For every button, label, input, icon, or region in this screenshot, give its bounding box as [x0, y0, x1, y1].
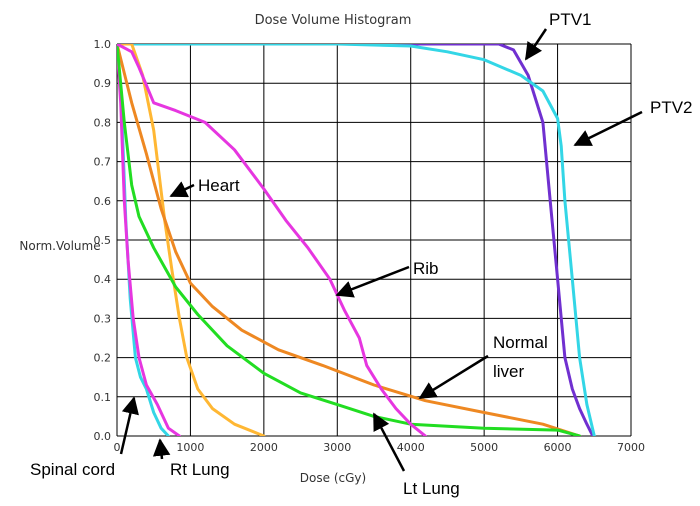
annotations: Heart Rib PTV1 PTV2 Normal liver Spinal … [30, 10, 693, 498]
y-tick-0.7: 0.7 [94, 156, 112, 169]
x-tick-4000: 4000 [397, 441, 425, 454]
label-spinal-cord: Spinal cord [30, 460, 115, 479]
y-tick-1.0: 1.0 [94, 38, 112, 51]
grid-lines [116, 43, 632, 437]
x-tick-5000: 5000 [470, 441, 498, 454]
x-tick-2000: 2000 [250, 441, 278, 454]
y-tick-0.5: 0.5 [94, 234, 112, 247]
y-tick-0.2: 0.2 [94, 352, 112, 365]
x-tick-0: 0 [114, 441, 121, 454]
arrow-spinal-cord [119, 396, 139, 455]
label-ptv2: PTV2 [650, 98, 693, 117]
arrow-rt-lung [152, 438, 171, 460]
x-tick-labels: 0 1000 2000 3000 4000 5000 6000 7000 [114, 441, 646, 454]
chart-title: Dose Volume Histogram [255, 13, 412, 28]
x-tick-6000: 6000 [544, 441, 572, 454]
arrow-normal-liver [418, 354, 489, 400]
y-tick-0.1: 0.1 [94, 391, 112, 404]
series-lt-lung [117, 44, 582, 436]
arrow-ptv2 [573, 110, 643, 147]
label-normal: Normal [493, 333, 548, 352]
y-axis-label: Norm.Volume [19, 239, 100, 253]
y-tick-0.0: 0.0 [94, 430, 112, 443]
label-rib: Rib [413, 259, 439, 278]
x-tick-7000: 7000 [617, 441, 645, 454]
arrow-rib [335, 265, 410, 298]
x-tick-1000: 1000 [176, 441, 204, 454]
y-tick-0.3: 0.3 [94, 312, 112, 325]
label-lt-lung: Lt Lung [403, 479, 460, 498]
arrow-lt-lung [372, 412, 406, 472]
y-tick-0.6: 0.6 [94, 195, 112, 208]
series-rib [117, 44, 427, 436]
series-rt-lung [117, 44, 181, 436]
x-axis-label: Dose (cGy) [300, 471, 366, 485]
series-lines [117, 44, 596, 436]
series-ptv2 [117, 44, 596, 436]
label-liver: liver [493, 362, 525, 381]
arrow-heart [169, 181, 195, 198]
x-tick-3000: 3000 [323, 441, 351, 454]
series-normal-liver [117, 44, 582, 436]
series-ptv1 [117, 44, 595, 436]
y-tick-0.4: 0.4 [94, 273, 112, 286]
label-ptv1: PTV1 [549, 10, 592, 29]
y-tick-labels: 0.0 0.1 0.2 0.3 0.4 0.5 0.6 0.7 0.8 0.9 1.0 [94, 38, 112, 443]
label-heart: Heart [198, 176, 240, 195]
y-tick-0.9: 0.9 [94, 77, 112, 90]
arrow-ptv1 [524, 28, 548, 61]
y-tick-0.8: 0.8 [94, 116, 112, 129]
label-rt-lung: Rt Lung [170, 460, 230, 479]
